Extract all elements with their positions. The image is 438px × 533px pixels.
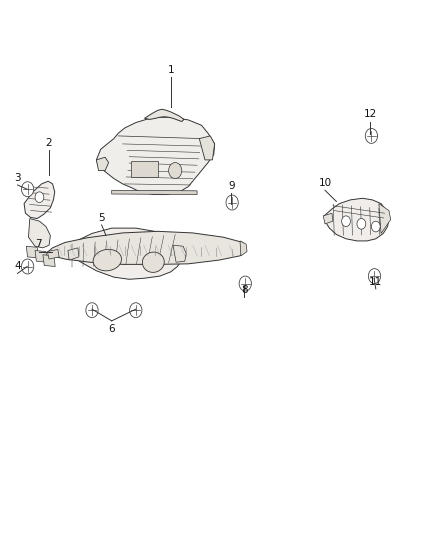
Text: 4: 4	[14, 261, 21, 271]
Text: 2: 2	[46, 138, 53, 148]
Circle shape	[371, 221, 380, 232]
Text: 3: 3	[14, 173, 21, 183]
Text: 7: 7	[35, 239, 42, 249]
Polygon shape	[96, 157, 109, 171]
Circle shape	[86, 303, 98, 318]
Ellipse shape	[93, 249, 121, 271]
Circle shape	[21, 182, 34, 197]
Polygon shape	[96, 117, 215, 195]
FancyBboxPatch shape	[131, 161, 158, 177]
Polygon shape	[145, 109, 184, 122]
Polygon shape	[48, 231, 245, 264]
Text: 6: 6	[108, 324, 115, 334]
Circle shape	[342, 216, 350, 227]
Text: 8: 8	[241, 285, 248, 295]
Polygon shape	[240, 241, 247, 256]
Polygon shape	[68, 248, 79, 260]
Text: 12: 12	[364, 109, 377, 119]
Polygon shape	[379, 204, 391, 233]
Polygon shape	[43, 255, 55, 266]
Circle shape	[21, 259, 34, 274]
Polygon shape	[324, 198, 389, 241]
Polygon shape	[173, 245, 186, 262]
Circle shape	[226, 195, 238, 210]
Circle shape	[239, 276, 251, 291]
Text: 5: 5	[98, 213, 105, 223]
Polygon shape	[26, 246, 39, 258]
Polygon shape	[35, 251, 47, 262]
Text: 9: 9	[228, 181, 235, 191]
Circle shape	[130, 303, 142, 318]
Circle shape	[368, 269, 381, 284]
Polygon shape	[47, 249, 59, 259]
Circle shape	[169, 163, 182, 179]
Ellipse shape	[142, 252, 164, 272]
Text: 1: 1	[167, 65, 174, 75]
Polygon shape	[323, 213, 333, 224]
Text: 10: 10	[318, 178, 332, 188]
Polygon shape	[199, 136, 215, 160]
Polygon shape	[68, 228, 183, 279]
Polygon shape	[28, 219, 50, 248]
Circle shape	[357, 219, 366, 229]
Text: 11: 11	[369, 277, 382, 287]
Circle shape	[35, 192, 44, 203]
Polygon shape	[24, 181, 55, 219]
Circle shape	[365, 128, 378, 143]
Polygon shape	[112, 190, 197, 195]
